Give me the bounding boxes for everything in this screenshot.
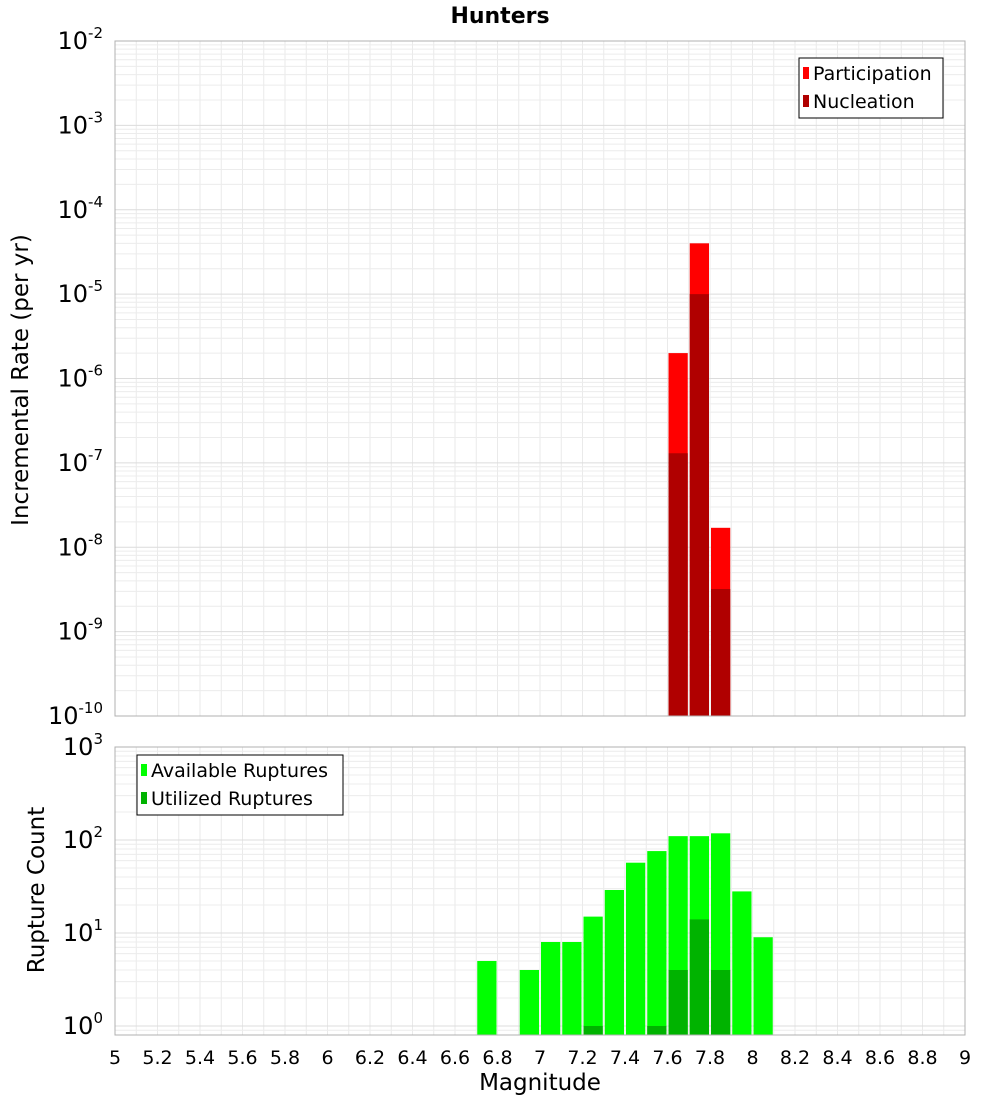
top-legend: Participation Nucleation [798, 57, 944, 119]
top-y-tick-label: 10-2 [57, 24, 103, 55]
bottom-y-tick-label: 103 [63, 730, 103, 761]
top-bar-nucleation [711, 589, 731, 716]
bottom-bar-available-ruptures [626, 862, 646, 1035]
bottom-legend-swatch [141, 764, 147, 776]
x-tick-label: 5.8 [270, 1047, 300, 1069]
x-tick-label: 5.6 [227, 1047, 257, 1069]
top-legend-box [798, 57, 944, 119]
bottom-bar-available-ruptures [753, 937, 773, 1035]
bottom-bar-available-ruptures [519, 969, 539, 1035]
bottom-bar-utilized-ruptures [668, 969, 688, 1035]
bottom-bar-available-ruptures [604, 889, 624, 1035]
top-bars [668, 243, 731, 717]
bottom-plot-frame [114, 746, 966, 1036]
x-tick-label: 8.8 [907, 1047, 937, 1069]
x-tick-label: 6.6 [440, 1047, 470, 1069]
top-y-tick-label: 10-7 [57, 446, 103, 477]
bottom-bar-available-ruptures [541, 942, 561, 1035]
bottom-y-tick-label: 100 [63, 1009, 103, 1040]
top-y-tick-label: 10-5 [57, 277, 103, 308]
x-tick-label: 5 [109, 1047, 121, 1069]
bottom-bar-utilized-ruptures [689, 919, 709, 1035]
bottom-legend: Available Ruptures Utilized Ruptures [136, 754, 344, 816]
top-legend-label: Participation [813, 63, 932, 85]
bottom-legend-label: Available Ruptures [151, 760, 328, 782]
bottom-legend-label: Utilized Ruptures [151, 788, 313, 810]
x-tick-label: 8 [746, 1047, 758, 1069]
top-y-tick-label: 10-10 [48, 699, 103, 730]
x-tick-label: 8.2 [780, 1047, 810, 1069]
x-tick-label: 7 [534, 1047, 546, 1069]
top-y-tick-label: 10-6 [57, 362, 103, 393]
bottom-legend-box [136, 754, 344, 816]
bottom-grid [114, 747, 966, 1036]
top-plot: 10-10 10-9 10-8 10-7 10-6 10-5 10-4 10-3 10-2 Par… [48, 24, 966, 730]
chart-title: Hunters [450, 4, 549, 29]
x-tick-label: 6.2 [355, 1047, 385, 1069]
bottom-bar-available-ruptures [477, 960, 497, 1035]
x-tick-label: 7.8 [695, 1047, 725, 1069]
x-tick-label: 7.2 [567, 1047, 597, 1069]
x-tick-label: 8.6 [865, 1047, 895, 1069]
bottom-y-axis-label: Rupture Count [24, 807, 50, 973]
x-tick-label: 6.8 [482, 1047, 512, 1069]
bottom-bar-available-ruptures [562, 942, 582, 1035]
bottom-bar-available-ruptures [583, 916, 603, 1035]
top-legend-swatch [803, 95, 809, 107]
top-y-tick-label: 10-4 [57, 193, 103, 224]
x-tick-label: 7.4 [610, 1047, 640, 1069]
x-axis-label: Magnitude [479, 1070, 601, 1096]
top-legend-label: Nucleation [813, 91, 915, 113]
bottom-bar-utilized-ruptures [647, 1025, 667, 1035]
bottom-y-tick-label: 102 [63, 823, 103, 854]
bottom-bar-utilized-ruptures [711, 969, 731, 1035]
top-y-axis-label: Incremental Rate (per yr) [8, 234, 34, 526]
x-tick-label: 8.4 [822, 1047, 852, 1069]
bottom-legend-swatch [141, 792, 147, 804]
bottom-bars [477, 833, 773, 1035]
top-y-tick-label: 10-8 [57, 530, 103, 561]
top-plot-frame [114, 40, 966, 717]
top-legend-swatch [803, 67, 809, 79]
bottom-bar-utilized-ruptures [583, 1025, 603, 1035]
x-tick-label: 6.4 [397, 1047, 427, 1069]
top-y-tick-label: 10-9 [57, 615, 103, 646]
bottom-y-tick-label: 101 [63, 916, 103, 947]
x-tick-label: 9 [959, 1047, 971, 1069]
bottom-bar-available-ruptures [647, 851, 667, 1035]
x-tick-label: 5.2 [142, 1047, 172, 1069]
top-y-tick-label: 10-3 [57, 108, 103, 139]
x-tick-label: 7.6 [652, 1047, 682, 1069]
bottom-bar-available-ruptures [732, 891, 752, 1035]
top-grid [114, 41, 966, 717]
top-bar-nucleation [689, 294, 709, 716]
x-tick-label: 6 [321, 1047, 333, 1069]
x-tick-label: 5.4 [185, 1047, 215, 1069]
top-bar-nucleation [668, 453, 688, 716]
